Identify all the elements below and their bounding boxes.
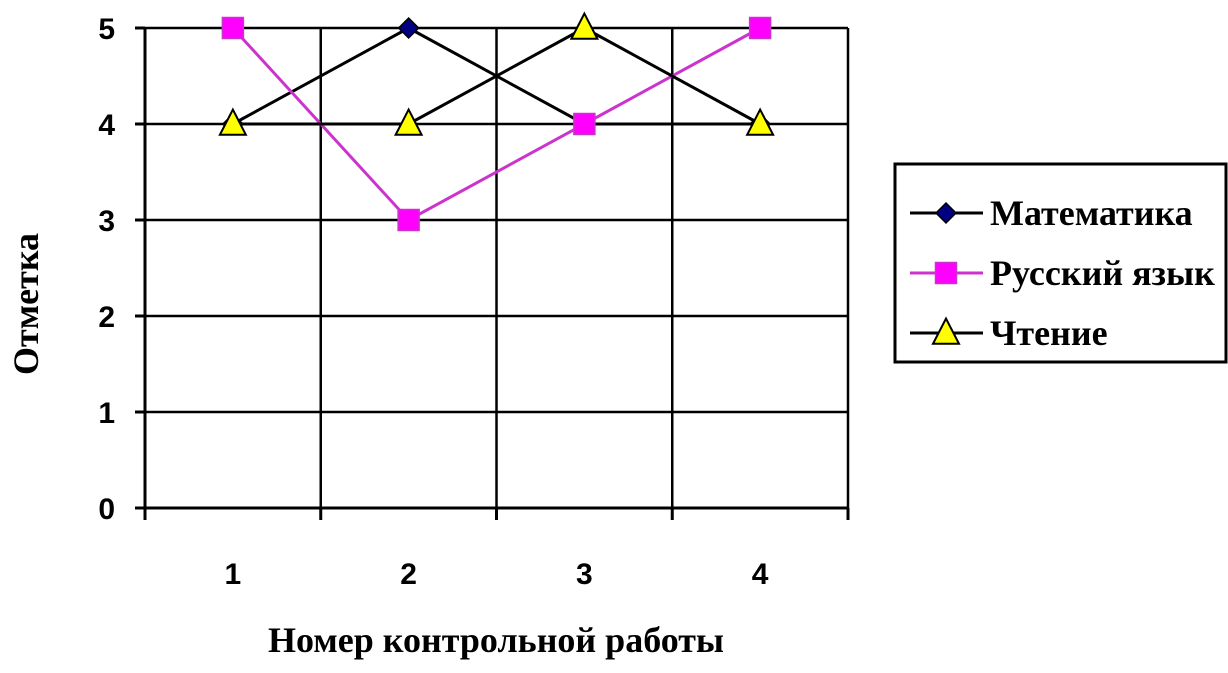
x-tick-label: 1 <box>225 558 242 591</box>
legend-item: Математика <box>910 193 1193 233</box>
data-point-square <box>748 16 772 40</box>
data-point-triangle <box>393 107 424 136</box>
data-point-square <box>573 112 596 136</box>
y-tick-label: 4 <box>98 109 115 142</box>
x-tick-label: 2 <box>400 558 417 591</box>
y-tick-label: 2 <box>98 301 115 334</box>
legend-label: Чтение <box>990 313 1108 353</box>
legend-marker-triangle <box>931 316 961 345</box>
data-point-square <box>397 208 420 232</box>
data-point-triangle <box>745 107 775 136</box>
y-axis-title: Отметка <box>6 233 46 375</box>
data-point-triangle <box>218 107 248 136</box>
y-tick-label: 1 <box>98 397 115 430</box>
series-line-3 <box>232 26 761 126</box>
series <box>231 26 761 222</box>
y-tick-label: 0 <box>98 493 115 526</box>
data-point-square <box>221 16 245 40</box>
x-tick-label: 4 <box>752 558 769 591</box>
y-tick-label: 3 <box>98 205 115 238</box>
y-tick-label: 5 <box>98 13 115 46</box>
axes <box>135 26 850 520</box>
legend-item: Чтение <box>910 313 1108 353</box>
data-point-triangle <box>569 11 600 40</box>
legend-marker-diamond <box>934 201 958 225</box>
legend-item: Русский язык <box>910 253 1215 293</box>
data-point-diamond <box>397 16 420 40</box>
legend: Математика Русский язык Чтение <box>893 162 1228 364</box>
x-axis-title: Номер контрольной работы <box>268 620 724 660</box>
grid <box>145 26 850 510</box>
y-tick-labels: 0 1 2 3 4 5 <box>98 13 115 526</box>
x-tick-labels: 1 2 3 4 <box>225 558 769 591</box>
legend-marker-square <box>934 261 958 285</box>
legend-label: Русский язык <box>990 253 1215 293</box>
legend-label: Математика <box>990 193 1193 233</box>
x-tick-label: 3 <box>576 558 593 591</box>
markers <box>218 11 775 232</box>
